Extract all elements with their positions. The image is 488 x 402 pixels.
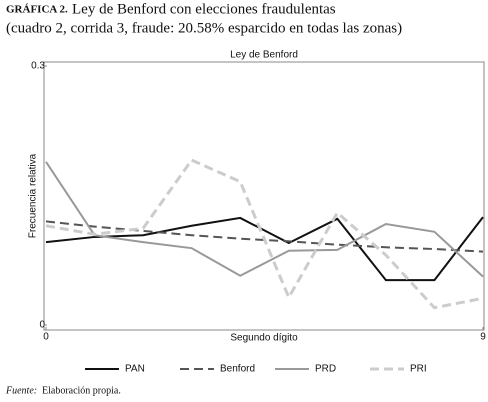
series-line <box>45 158 484 310</box>
legend-label: PRI <box>410 364 427 375</box>
y-axis-label: Frecuencia relativa <box>28 153 39 238</box>
chart-label: GRÁFICA 2. <box>6 4 68 16</box>
chart-title: Ley de Benford con elecciones fraudulent… <box>72 1 336 17</box>
plot-title: Ley de Benford <box>230 50 298 61</box>
chart-subtitle: (cuadro 2, corrida 3, fraude: 20.58% esp… <box>6 20 402 36</box>
legend-label: PAN <box>125 364 145 375</box>
x-tick-label: 9 <box>480 332 486 343</box>
plot-frame <box>43 61 485 331</box>
y-tick-label: 0 <box>39 320 45 331</box>
legend-label: Benford <box>220 364 255 375</box>
series-line <box>45 216 484 282</box>
series-line <box>45 161 484 278</box>
y-tick-label: 0.3 <box>31 61 45 72</box>
x-axis-label: Segundo dígito <box>230 333 298 344</box>
source: Elaboración propia. <box>42 385 121 396</box>
x-tick-label: 0 <box>43 332 49 343</box>
source-label: Fuente: <box>5 385 37 396</box>
series-line <box>45 220 484 253</box>
legend-label: PRD <box>315 364 336 375</box>
